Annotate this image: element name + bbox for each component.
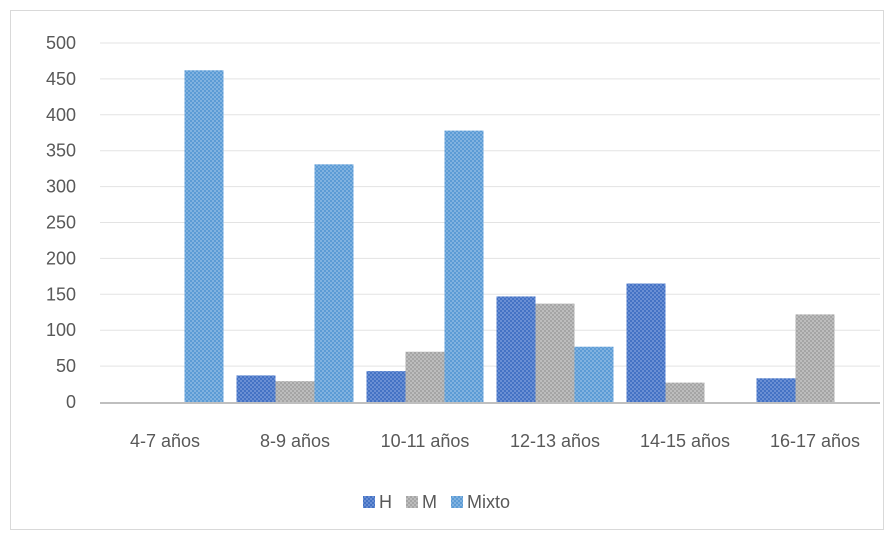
bar-m-1 [275, 381, 315, 402]
bar-m-5 [795, 314, 835, 402]
gridlines [100, 42, 880, 367]
bars [184, 70, 835, 402]
bar-mixto-3 [574, 346, 614, 402]
bar-m-3 [535, 303, 575, 402]
legend-label-h: H [379, 492, 392, 512]
legend-label-m: M [422, 492, 437, 512]
legend-swatch-h [363, 496, 375, 508]
x-tick-label: 4-7 años [130, 431, 200, 451]
bar-h-4 [626, 283, 666, 402]
y-tick-label: 0 [66, 392, 76, 412]
bar-m-4 [665, 382, 705, 402]
y-tick-label: 200 [46, 248, 76, 268]
y-tick-label: 100 [46, 320, 76, 340]
bar-h-1 [236, 375, 276, 402]
y-tick-label: 250 [46, 213, 76, 233]
legend-label-mixto: Mixto [467, 492, 510, 512]
legend-swatch-m [406, 496, 418, 508]
bar-mixto-1 [314, 164, 354, 402]
y-tick-label: 300 [46, 177, 76, 197]
bar-h-3 [496, 296, 536, 402]
bar-h-2 [366, 371, 406, 402]
y-tick-label: 400 [46, 105, 76, 125]
legend: H M Mixto [363, 492, 510, 512]
x-tick-label: 14-15 años [640, 431, 730, 451]
bar-mixto-0 [184, 70, 224, 402]
bar-mixto-2 [444, 130, 484, 402]
bar-m-2 [405, 351, 445, 402]
bar-h-5 [756, 378, 796, 402]
y-tick-label: 50 [56, 356, 76, 376]
y-axis-ticks: 0 50 100 150 200 250 300 350 400 450 500 [46, 33, 76, 412]
y-tick-label: 500 [46, 33, 76, 53]
x-tick-label: 8-9 años [260, 431, 330, 451]
y-tick-label: 450 [46, 69, 76, 89]
legend-swatch-mixto [451, 496, 463, 508]
y-tick-label: 350 [46, 141, 76, 161]
x-axis-ticks: 4-7 años 8-9 años 10-11 años 12-13 años 14-1… [130, 431, 860, 451]
x-tick-label: 16-17 años [770, 431, 860, 451]
x-tick-label: 10-11 años [381, 431, 470, 451]
y-tick-label: 150 [46, 284, 76, 304]
x-tick-label: 12-13 años [510, 431, 600, 451]
